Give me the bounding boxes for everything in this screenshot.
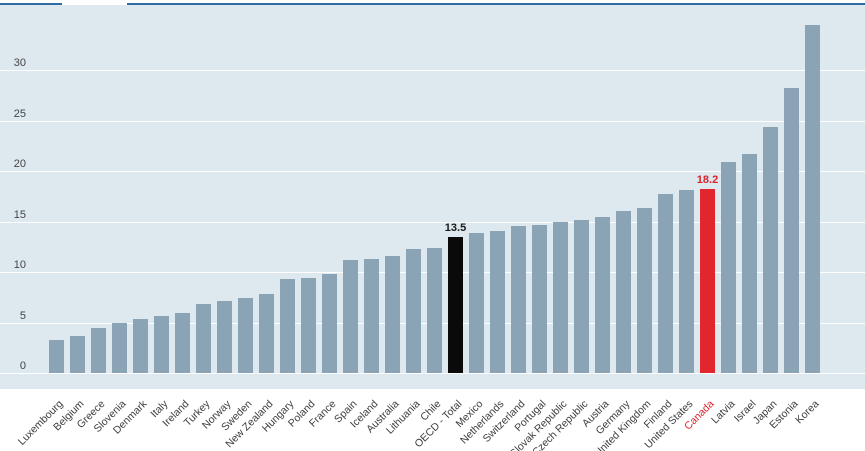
- bar-latvia[interactable]: [721, 161, 736, 373]
- bar-greece[interactable]: [91, 327, 106, 373]
- bar-austria[interactable]: [595, 217, 610, 373]
- bar-turkey[interactable]: [196, 304, 211, 373]
- bar-united-kingdom[interactable]: [637, 208, 652, 373]
- bar-united-states[interactable]: [679, 190, 694, 373]
- bar-finland[interactable]: [658, 194, 673, 373]
- chart-top-border-right: [127, 3, 865, 5]
- bar-belgium[interactable]: [70, 335, 85, 373]
- bar-luxembourg[interactable]: [49, 339, 64, 373]
- bar-chile[interactable]: [427, 247, 442, 373]
- value-label-oecd-total: 13.5: [444, 221, 467, 234]
- gridline-20: [0, 171, 865, 172]
- bar-mexico[interactable]: [469, 232, 484, 373]
- x-axis-labels: Luxembourg Belgium Greece Slovenia Denmark It…: [0, 389, 865, 451]
- y-axis-tick-20: 20: [13, 158, 26, 170]
- bar-spain[interactable]: [343, 259, 358, 373]
- chart-top-border-left: [0, 3, 62, 5]
- gridline-0: [0, 373, 865, 374]
- value-label-canada: 18.2: [696, 174, 719, 187]
- y-axis-tick-5: 5: [19, 309, 26, 322]
- bar-japan[interactable]: [763, 126, 778, 373]
- y-axis-tick-0: 0: [19, 360, 26, 372]
- bar-new-zealand[interactable]: [259, 294, 274, 373]
- bar-korea[interactable]: [805, 24, 820, 373]
- bar-oecd-total[interactable]: [448, 236, 463, 373]
- bar-norway[interactable]: [217, 301, 232, 373]
- bar-czech-republic[interactable]: [574, 220, 589, 373]
- gridline-30: [0, 70, 865, 71]
- y-axis-tick-25: 25: [13, 107, 26, 120]
- bar-netherlands[interactable]: [490, 230, 505, 373]
- gridline-25: [0, 120, 865, 122]
- bar-poland[interactable]: [301, 278, 316, 373]
- bar-portugal[interactable]: [532, 224, 547, 373]
- plot-area: 0 5 10 15 20 25 30 13.5 18.2: [0, 5, 865, 389]
- bar-israel[interactable]: [742, 153, 757, 373]
- bar-estonia[interactable]: [784, 88, 799, 373]
- y-axis-tick-15: 15: [13, 208, 26, 221]
- bar-germany[interactable]: [616, 211, 631, 373]
- gridline-15: [0, 221, 865, 223]
- bar-sweden[interactable]: [238, 298, 253, 373]
- bar-iceland[interactable]: [364, 258, 379, 373]
- bar-lithuania[interactable]: [406, 248, 421, 373]
- y-axis-tick-30: 30: [13, 57, 26, 69]
- bar-denmark[interactable]: [133, 319, 148, 373]
- bar-slovak-republic[interactable]: [553, 221, 568, 373]
- bar-hungary[interactable]: [280, 279, 295, 373]
- bar-australia[interactable]: [385, 255, 400, 373]
- y-axis-tick-10: 10: [13, 259, 26, 271]
- bar-france[interactable]: [322, 274, 337, 373]
- bar-switzerland[interactable]: [511, 225, 526, 373]
- bar-canada[interactable]: [700, 189, 715, 373]
- bar-slovenia[interactable]: [112, 322, 127, 373]
- bar-ireland[interactable]: [175, 313, 190, 373]
- bar-italy[interactable]: [154, 316, 169, 373]
